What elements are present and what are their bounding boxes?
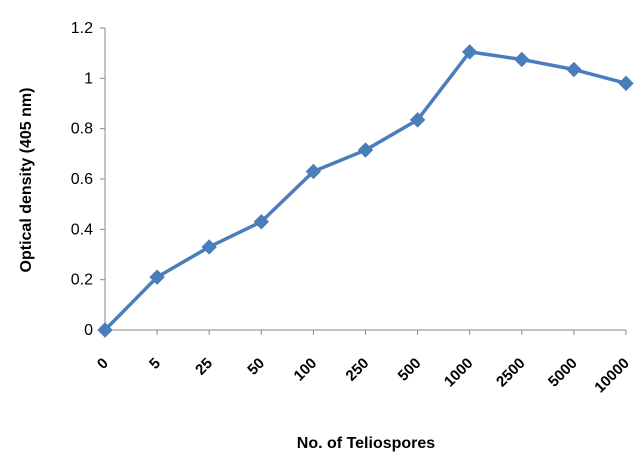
x-tick-label: 1000 [441, 355, 477, 391]
data-point-marker [97, 322, 113, 338]
y-tick-label: 0.8 [71, 121, 93, 138]
x-tick-label: 500 [395, 355, 425, 385]
data-point-marker [357, 142, 374, 158]
series-line [103, 50, 627, 332]
data-point-marker [253, 214, 270, 230]
y-tick-group: 0 0.2 0.4 0.6 0.8 1 1.2 [71, 20, 105, 339]
y-axis-title: Optical density (405 nm) [18, 88, 35, 273]
x-tick-label: 50 [244, 355, 268, 379]
data-point-marker [409, 112, 426, 128]
y-tick-label: 0.6 [71, 171, 93, 188]
data-point-marker [305, 163, 322, 180]
series-group [97, 44, 634, 338]
x-tick-label: 25 [192, 355, 216, 379]
x-tick-label: 10000 [591, 355, 633, 397]
x-tick-label: 2500 [493, 355, 529, 391]
data-point-marker [566, 61, 582, 78]
data-point-marker [618, 75, 634, 92]
y-tick-label: 1 [84, 70, 93, 87]
x-tick-label: 100 [291, 355, 321, 385]
x-tick-label: 250 [343, 355, 373, 385]
x-tick-label: 5000 [545, 355, 581, 391]
y-tick-label: 0.2 [71, 272, 93, 289]
x-tick-group: 0 5 25 50 100 250 500 1000 2500 5000 10000 [94, 330, 633, 396]
y-tick-label: 1.2 [71, 20, 93, 37]
x-tick-label: 0 [94, 355, 112, 373]
y-tick-label: 0 [84, 322, 93, 339]
data-point-marker [461, 44, 478, 60]
data-point-marker [201, 239, 217, 255]
y-tick-label: 0.4 [71, 221, 93, 238]
data-point-marker [149, 269, 165, 285]
data-point-marker [514, 51, 530, 68]
x-tick-label: 5 [146, 355, 164, 373]
x-axis-title: No. of Teliospores [297, 435, 435, 452]
